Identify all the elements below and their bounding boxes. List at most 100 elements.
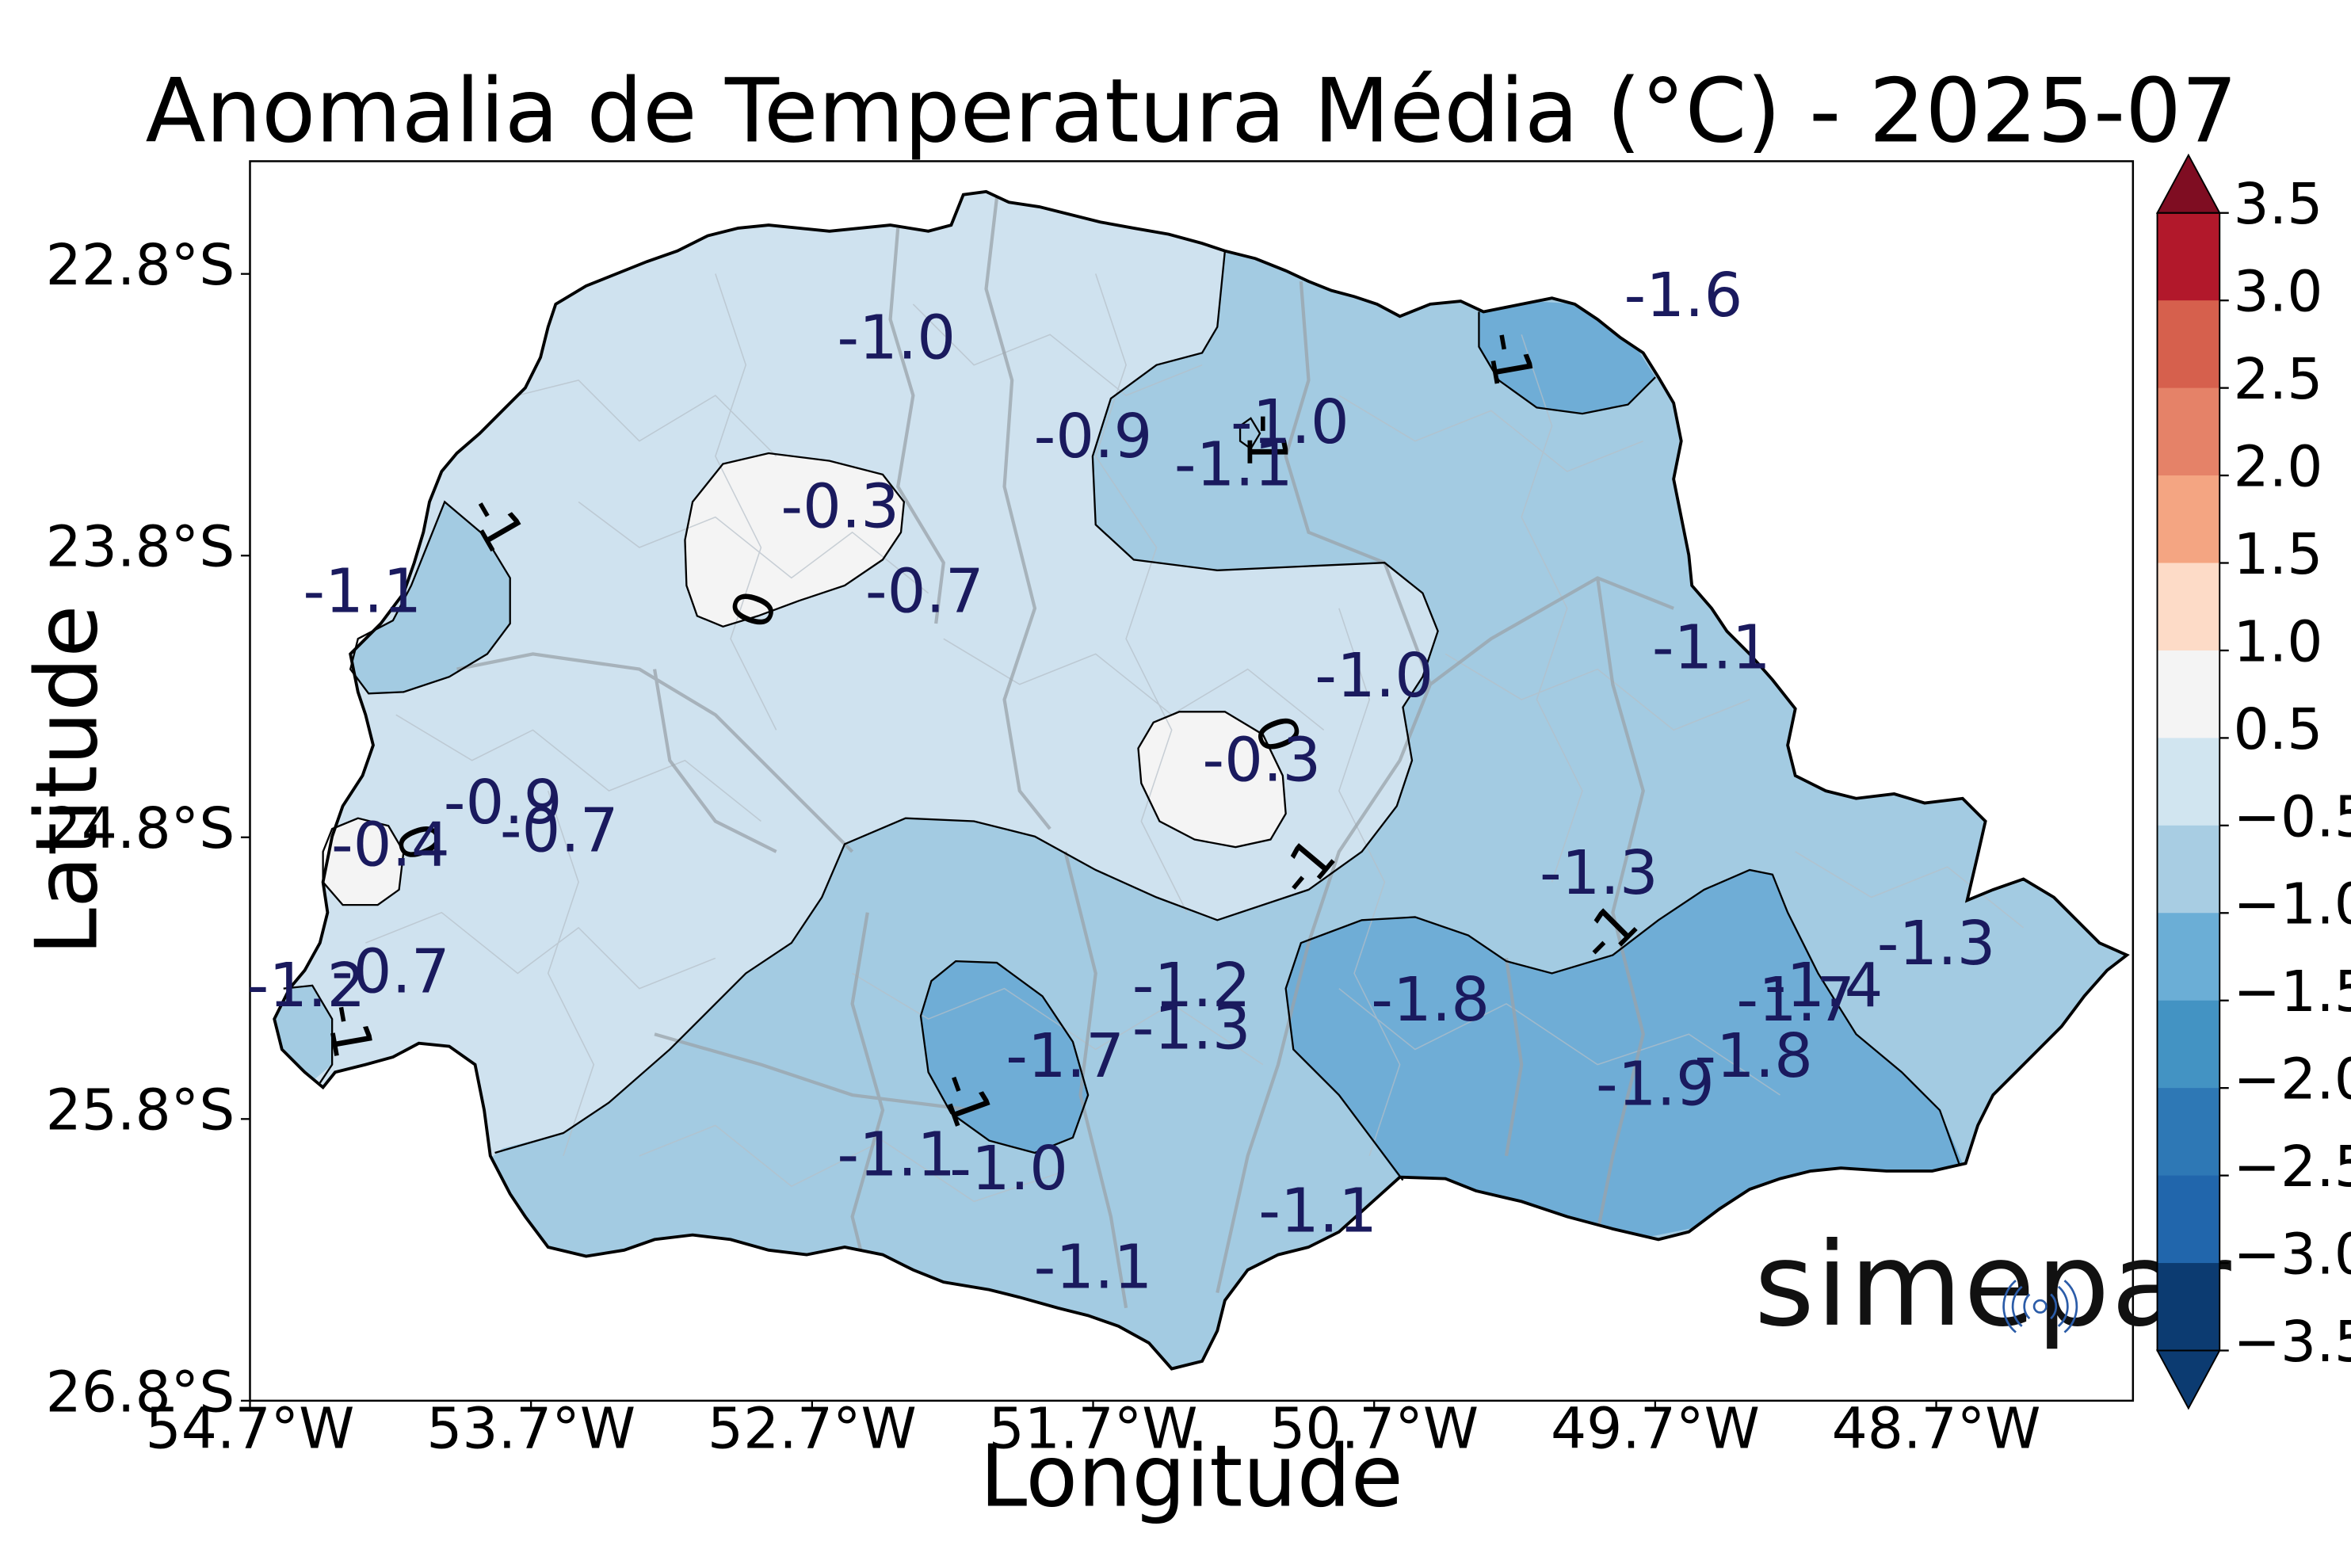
colorbar-tick-label: −1.0 — [2234, 872, 2351, 937]
station-value-label: -1.3 — [1540, 838, 1658, 909]
colorbar-tick-label: 1.0 — [2234, 609, 2323, 674]
fill-band-white-north — [685, 453, 904, 627]
x-tick-label: 49.7°W — [1551, 1395, 1760, 1461]
colorbar-extend-min — [2155, 1349, 2221, 1410]
colorbar-segment — [2157, 1263, 2220, 1352]
station-value-label: -1.4 — [1765, 951, 1883, 1021]
station-value-label: -1.1 — [1258, 1177, 1377, 1247]
colorbar-segment — [2157, 563, 2220, 651]
colorbar-tick-label: 2.5 — [2234, 346, 2323, 412]
contour-minus1-small — [1238, 417, 1261, 450]
station-value-label: -0.9 — [444, 768, 563, 838]
station-value-label: -0.4 — [331, 810, 450, 880]
station-value-label: -1.2 — [1132, 951, 1251, 1021]
x-tick-label: 52.7°W — [708, 1395, 917, 1461]
colorbar-segment — [2157, 913, 2220, 1001]
station-value-label: -1.1 — [303, 556, 422, 627]
municipal-boundaries — [365, 273, 2025, 1203]
station-value-label: -1.7 — [1006, 1021, 1124, 1092]
simepar-logo: simepar — [1754, 1219, 2233, 1352]
colorbar-tick-label: −2.5 — [2234, 1134, 2351, 1200]
contour-minus15-se — [1284, 868, 1961, 1181]
signal-icon — [2002, 1280, 2078, 1333]
colorbar-tick-label: −2.0 — [2234, 1047, 2351, 1112]
station-value-label: -1.1 — [1174, 429, 1293, 500]
colorbar-segment — [2157, 650, 2220, 739]
x-tick-label: 53.7°W — [426, 1395, 635, 1461]
contour-minus1-west — [349, 500, 511, 695]
colorbar-segment — [2157, 738, 2220, 826]
contour-lines — [283, 250, 1961, 1181]
station-value-label: -1.0 — [1315, 641, 1433, 712]
x-tick-label: 48.7°W — [1832, 1395, 2041, 1461]
colorbar-frame — [2156, 212, 2221, 1352]
colorbar-segment — [2157, 1000, 2220, 1089]
colorbar-tick-label: −3.5 — [2234, 1309, 2351, 1375]
colorbar-tick-label: 0.5 — [2234, 696, 2323, 762]
contour-minus15-ne — [1478, 311, 1656, 415]
x-axis: 54.7°W 53.7°W 52.7°W 51.7°W 50.7°W 49.7°W 48.7… — [146, 1395, 2041, 1461]
station-value-label: -0.7 — [500, 796, 619, 867]
contour-label: -1 — [1473, 326, 1545, 391]
station-value-label: -1.0 — [837, 303, 956, 373]
colorbar-tick-label: 3.5 — [2234, 171, 2323, 237]
colorbar-extend-max — [2155, 153, 2221, 214]
logo-text: simepar — [1754, 1219, 2233, 1352]
y-tick-label: 25.8°S — [46, 1078, 235, 1143]
colorbar-tick-label: 1.5 — [2234, 521, 2323, 587]
colorbar-segment — [2157, 825, 2220, 914]
y-tick-label: 23.8°S — [46, 514, 235, 580]
fill-band-white-center — [1138, 712, 1286, 848]
station-value-label: -1.1 — [837, 1120, 956, 1190]
colorbar-tick-label: 3.0 — [2234, 259, 2323, 325]
colorbar-segment — [2157, 300, 2220, 389]
y-tick-label: 26.8°S — [46, 1359, 235, 1425]
y-tick-label: 22.8°S — [46, 232, 235, 298]
station-value-label: -1.8 — [1694, 1021, 1813, 1092]
station-values: -1.0-0.9 -1.1-1.0-1.6-0.3-0.7-1.1-1.0 -1.1… — [247, 261, 1996, 1303]
colorbar-tick-label: −0.5 — [2234, 784, 2351, 849]
station-value-label: -1.3 — [1132, 993, 1251, 1063]
x-tick-label: 51.7°W — [989, 1395, 1198, 1461]
contour-zero-north — [684, 452, 906, 628]
station-value-label: -1.8 — [1371, 965, 1490, 1036]
contour-minus1-main — [494, 250, 1439, 1154]
colorbar-segment — [2157, 212, 2220, 302]
y-tick-label: 24.8°S — [46, 795, 235, 861]
y-axis: 22.8°S 23.8°S 24.8°S 25.8°S 26.8°S — [46, 232, 250, 1425]
colorbar-segment — [2157, 1175, 2220, 1265]
x-tick-label: 50.7°W — [1269, 1395, 1479, 1461]
contour-minus1-sw — [283, 984, 334, 1084]
station-value-label: -1.3 — [1877, 909, 1996, 979]
station-value-label: -1.1 — [1034, 1233, 1153, 1303]
x-tick-label: 54.7°W — [146, 1395, 355, 1461]
fill-band-white-west — [322, 818, 404, 906]
y-axis-label: Latitude — [18, 605, 117, 956]
fill-band-15-20-southeast — [1285, 869, 1963, 1247]
station-value-label: -1.0 — [949, 1134, 1068, 1204]
contour-label: -1 — [1235, 414, 1298, 468]
station-value-label: -0.3 — [780, 472, 899, 543]
regional-boundaries — [456, 197, 1674, 1309]
colorbar-segment — [2157, 387, 2220, 477]
colorbar: 3.5 3.0 2.5 2.0 1.5 1.0 0.5 −0.5 −1.0 −1.5 −2.0 −2.… — [2155, 153, 2351, 1410]
station-value-label: -1.2 — [247, 951, 366, 1021]
colorbar-segment — [2157, 475, 2220, 564]
station-value-label: -1.9 — [1596, 1050, 1715, 1120]
contour-minus15-sc — [919, 959, 1090, 1154]
colorbar-tick-label: −3.0 — [2234, 1222, 2351, 1288]
colorbar-tick-label: 2.0 — [2234, 434, 2323, 500]
station-value-label: -1.6 — [1624, 261, 1743, 331]
station-value-label: -0.3 — [1202, 726, 1321, 796]
contour-zero-center — [1137, 711, 1287, 849]
map-title: Anomalia de Temperatura Média (°C) - 202… — [145, 61, 2237, 163]
station-value-label: -0.9 — [1034, 402, 1153, 472]
station-value-label: -1.7 — [1736, 965, 1855, 1036]
colorbar-tick-label: −1.5 — [2234, 959, 2351, 1024]
station-value-label: -0.7 — [331, 937, 450, 1007]
x-axis-label: Longitude — [979, 1427, 1403, 1526]
contour-label: -1 — [312, 998, 384, 1063]
contour-zero-west — [322, 817, 405, 906]
fill-band-10-15-west — [350, 502, 510, 694]
